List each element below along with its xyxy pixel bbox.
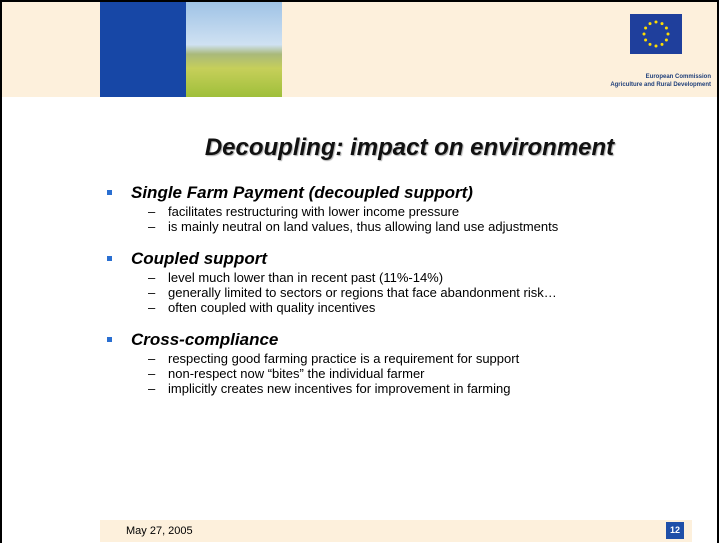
bullet-heading: Coupled support: [107, 248, 707, 270]
header-block: [100, 2, 186, 97]
bullet-section: Single Farm Payment (decoupled support)f…: [107, 182, 707, 234]
sub-bullet: is mainly neutral on land values, thus a…: [107, 219, 707, 234]
flag-star: [649, 43, 652, 46]
footer-date: May 27, 2005: [126, 525, 193, 537]
flag-star: [655, 45, 658, 48]
bullet-list: Single Farm Payment (decoupled support)f…: [107, 182, 707, 410]
bullet-heading: Cross-compliance: [107, 329, 707, 351]
landscape-photo: [186, 2, 282, 97]
eu-flag: [630, 14, 682, 54]
flag-star: [649, 22, 652, 25]
sub-bullet: non-respect now “bites” the individual f…: [107, 366, 707, 381]
sub-bullet: facilitates restructuring with lower inc…: [107, 204, 707, 219]
slide-title: Decoupling: impact on environment: [102, 134, 717, 162]
flag-star: [667, 33, 670, 36]
org-name: European Commission Agriculture and Rura…: [610, 73, 711, 89]
flag-star: [655, 21, 658, 24]
flag-star: [644, 27, 647, 30]
bullet-section: Cross-compliancerespecting good farming …: [107, 329, 707, 396]
sub-bullet: respecting good farming practice is a re…: [107, 351, 707, 366]
bullet-section: Coupled supportlevel much lower than in …: [107, 248, 707, 315]
flag-star: [661, 22, 664, 25]
org-line: Agriculture and Rural Development: [610, 81, 711, 89]
page-number: 12: [666, 522, 684, 539]
org-line: European Commission: [610, 73, 711, 81]
footer: May 27, 2005 12: [100, 520, 692, 542]
flag-star: [665, 39, 668, 42]
sub-bullet: level much lower than in recent past (11…: [107, 270, 707, 285]
sub-bullet: implicitly creates new incentives for im…: [107, 381, 707, 396]
sub-bullet: often coupled with quality incentives: [107, 300, 707, 315]
flag-star: [644, 39, 647, 42]
flag-star: [643, 33, 646, 36]
sub-bullet: generally limited to sectors or regions …: [107, 285, 707, 300]
slide: European Commission Agriculture and Rura…: [0, 0, 719, 543]
flag-star: [661, 43, 664, 46]
bullet-heading: Single Farm Payment (decoupled support): [107, 182, 707, 204]
flag-star: [665, 27, 668, 30]
